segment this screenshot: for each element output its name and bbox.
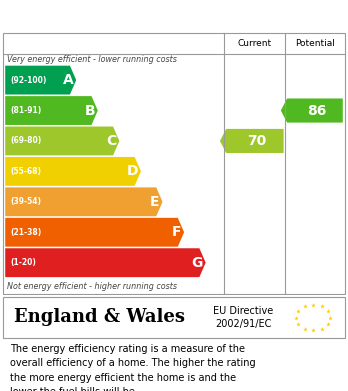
- Text: England & Wales: England & Wales: [14, 308, 185, 326]
- Polygon shape: [5, 96, 98, 125]
- Text: 86: 86: [307, 104, 326, 118]
- Polygon shape: [220, 129, 284, 153]
- Text: B: B: [84, 104, 95, 118]
- Text: EU Directive
2002/91/EC: EU Directive 2002/91/EC: [213, 306, 274, 329]
- Polygon shape: [5, 248, 206, 277]
- Text: A: A: [63, 73, 73, 87]
- Text: Not energy efficient - higher running costs: Not energy efficient - higher running co…: [7, 282, 177, 291]
- Polygon shape: [5, 157, 141, 186]
- Text: (81-91): (81-91): [10, 106, 42, 115]
- Text: C: C: [106, 134, 117, 148]
- Text: Energy Efficiency Rating: Energy Efficiency Rating: [10, 9, 220, 23]
- Text: Potential: Potential: [295, 39, 335, 48]
- Polygon shape: [5, 127, 119, 155]
- Text: G: G: [191, 256, 203, 270]
- Text: Current: Current: [238, 39, 272, 48]
- Text: Very energy efficient - lower running costs: Very energy efficient - lower running co…: [7, 55, 177, 64]
- Text: (1-20): (1-20): [10, 258, 36, 267]
- Text: (39-54): (39-54): [10, 197, 41, 206]
- Text: 70: 70: [247, 134, 266, 148]
- Text: D: D: [127, 164, 138, 178]
- Polygon shape: [281, 99, 343, 123]
- Polygon shape: [5, 218, 184, 247]
- Text: The energy efficiency rating is a measure of the
overall efficiency of a home. T: The energy efficiency rating is a measur…: [10, 344, 256, 391]
- Text: E: E: [150, 195, 160, 209]
- Polygon shape: [5, 187, 163, 216]
- Text: F: F: [172, 225, 181, 239]
- Polygon shape: [5, 66, 76, 95]
- Text: (21-38): (21-38): [10, 228, 42, 237]
- Text: (92-100): (92-100): [10, 75, 47, 84]
- Text: (69-80): (69-80): [10, 136, 42, 145]
- Text: (55-68): (55-68): [10, 167, 41, 176]
